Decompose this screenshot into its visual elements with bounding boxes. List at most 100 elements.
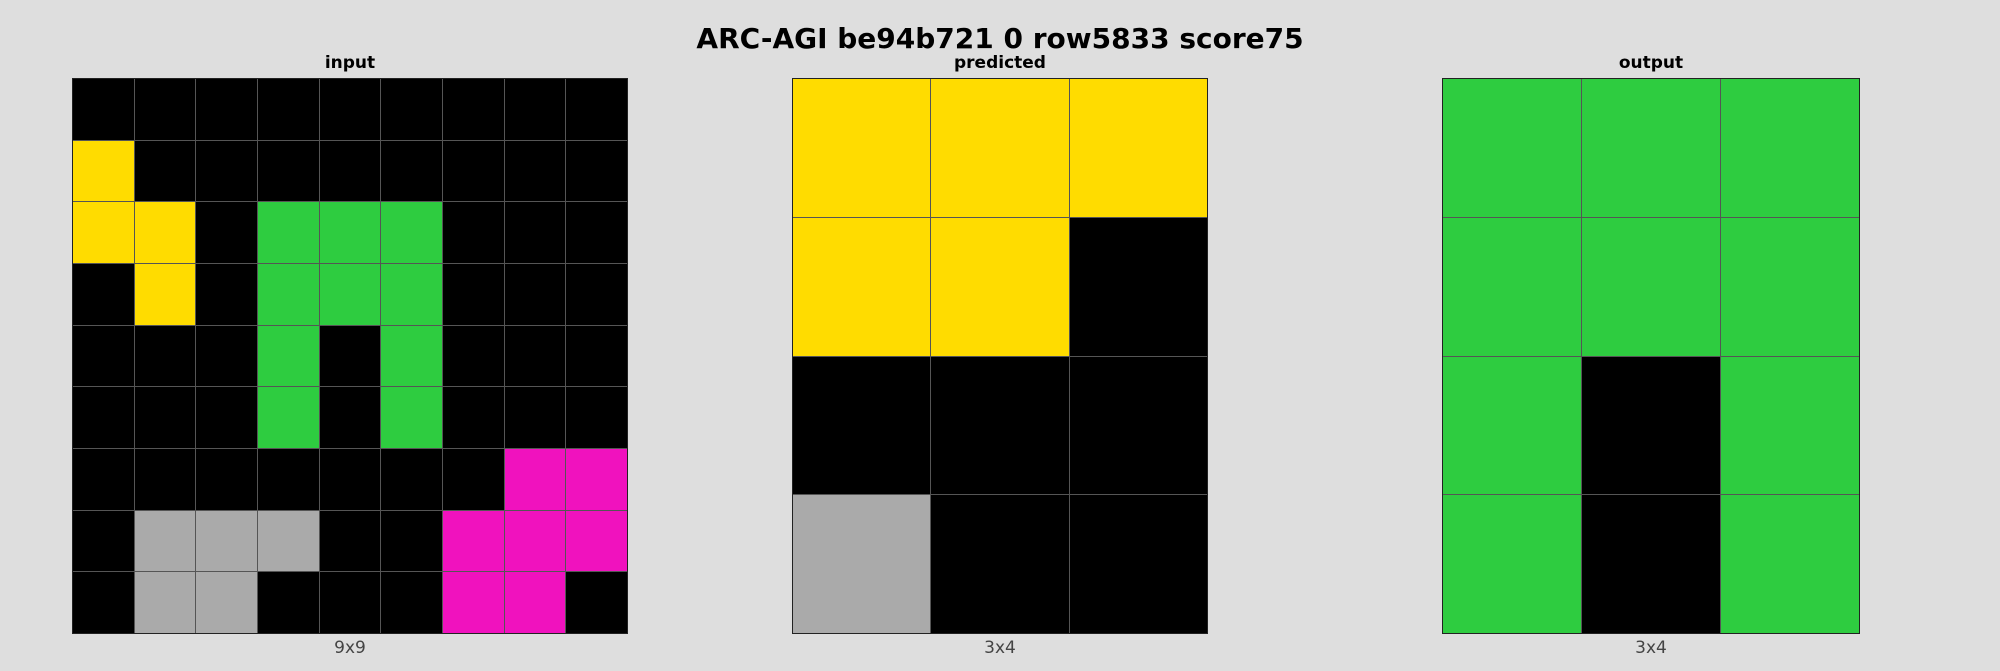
input-cell	[504, 202, 566, 263]
input-cell	[319, 79, 381, 140]
input-cell	[443, 264, 504, 325]
input-cell	[566, 202, 627, 263]
predicted-cell	[793, 217, 931, 356]
panel-title-output: output	[1618, 53, 1684, 73]
output-cell	[1582, 217, 1720, 356]
output-cell	[1721, 79, 1859, 217]
input-cell	[258, 79, 319, 140]
input-cell	[134, 510, 196, 572]
predicted-cell	[793, 79, 931, 217]
input-cell	[73, 387, 134, 448]
input-cell	[134, 140, 196, 202]
input-cell	[258, 140, 319, 202]
input-cell	[319, 572, 381, 633]
input-cell	[258, 264, 319, 325]
input-cell	[504, 387, 566, 448]
predicted-cell	[1069, 217, 1207, 356]
predicted-cell	[931, 495, 1069, 633]
input-cell	[73, 510, 134, 572]
predicted-cell	[1069, 495, 1207, 633]
input-cell	[504, 79, 566, 140]
input-cell	[258, 202, 319, 263]
input-cell	[566, 449, 627, 510]
input-cell	[443, 510, 504, 572]
input-cell	[566, 325, 627, 387]
input-cell	[381, 264, 442, 325]
input-cell	[196, 264, 257, 325]
predicted-cell	[793, 356, 931, 495]
output-cell	[1443, 495, 1581, 633]
output-cell	[1582, 356, 1720, 495]
input-cell	[319, 140, 381, 202]
input-cell	[381, 449, 442, 510]
input-cell	[196, 140, 257, 202]
input-cell	[381, 510, 442, 572]
input-cell	[134, 572, 196, 633]
input-cell	[258, 449, 319, 510]
input-cell	[381, 202, 442, 263]
input-cell	[73, 264, 134, 325]
input-cell	[196, 79, 257, 140]
input-cell	[504, 510, 566, 572]
figure-title: ARC-AGI be94b721 0 row5833 score75	[696, 22, 1304, 55]
input-cell	[134, 202, 196, 263]
input-cell	[319, 510, 381, 572]
input-cell	[134, 449, 196, 510]
predicted-cell	[931, 217, 1069, 356]
panel-title-predicted: predicted	[954, 53, 1046, 73]
input-cell	[443, 449, 504, 510]
input-cell	[73, 140, 134, 202]
panel-title-input: input	[324, 53, 376, 73]
output-cell	[1721, 356, 1859, 495]
input-cell	[73, 572, 134, 633]
predicted-cell	[931, 356, 1069, 495]
output-cell	[1582, 495, 1720, 633]
input-cell	[566, 140, 627, 202]
input-cell	[319, 449, 381, 510]
input-cell	[443, 325, 504, 387]
input-cell	[504, 264, 566, 325]
input-cell	[258, 510, 319, 572]
input-cell	[258, 387, 319, 448]
output-cell	[1443, 217, 1581, 356]
input-cell	[319, 325, 381, 387]
input-cell	[319, 202, 381, 263]
panel-caption-input: 9x9	[334, 638, 366, 658]
input-cell	[443, 387, 504, 448]
output-cell	[1721, 217, 1859, 356]
input-cell	[443, 572, 504, 633]
output-cell	[1582, 79, 1720, 217]
predicted-cell	[793, 495, 931, 633]
input-cell	[196, 449, 257, 510]
input-cell	[134, 387, 196, 448]
input-cell	[566, 387, 627, 448]
panel-caption-output: 3x4	[1635, 638, 1667, 658]
predicted-cell	[931, 79, 1069, 217]
panel-caption-predicted: 3x4	[984, 638, 1016, 658]
input-cell	[504, 449, 566, 510]
input-cell	[504, 572, 566, 633]
input-cell	[381, 387, 442, 448]
input-cell	[504, 325, 566, 387]
input-cell	[134, 325, 196, 387]
input-cell	[196, 387, 257, 448]
input-cell	[258, 572, 319, 633]
input-cell	[443, 202, 504, 263]
output-cell	[1721, 495, 1859, 633]
input-cell	[504, 140, 566, 202]
input-cell	[381, 79, 442, 140]
input-cell	[381, 140, 442, 202]
input-cell	[134, 79, 196, 140]
input-cell	[566, 510, 627, 572]
input-cell	[73, 449, 134, 510]
output-cell	[1443, 356, 1581, 495]
input-cell	[73, 325, 134, 387]
input-cell	[196, 510, 257, 572]
input-cell	[258, 325, 319, 387]
input-cell	[381, 325, 442, 387]
input-cell	[566, 572, 627, 633]
predicted-cell	[1069, 79, 1207, 217]
output-cell	[1443, 79, 1581, 217]
input-cell	[73, 202, 134, 263]
input-cell	[566, 79, 627, 140]
